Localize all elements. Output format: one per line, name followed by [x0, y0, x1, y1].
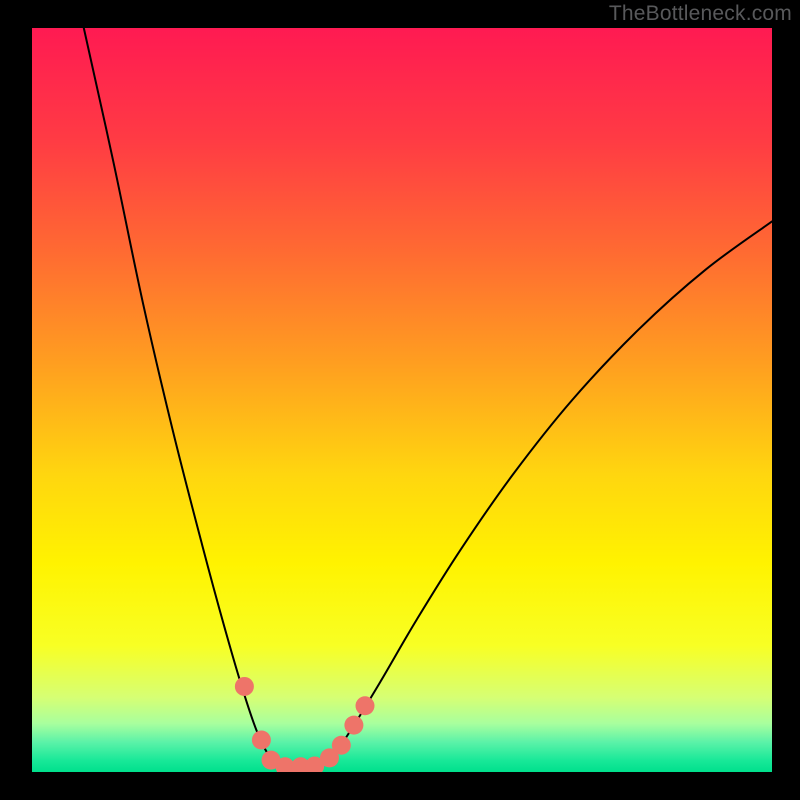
- marker-dot: [332, 736, 351, 755]
- chart-frame: TheBottleneck.com: [0, 0, 800, 800]
- gradient-plot: [32, 28, 772, 772]
- gradient-background: [32, 28, 772, 772]
- marker-dot: [252, 731, 271, 750]
- marker-dot: [356, 696, 375, 715]
- marker-dot: [235, 677, 254, 696]
- watermark-text: TheBottleneck.com: [609, 2, 792, 26]
- marker-dot: [344, 716, 363, 735]
